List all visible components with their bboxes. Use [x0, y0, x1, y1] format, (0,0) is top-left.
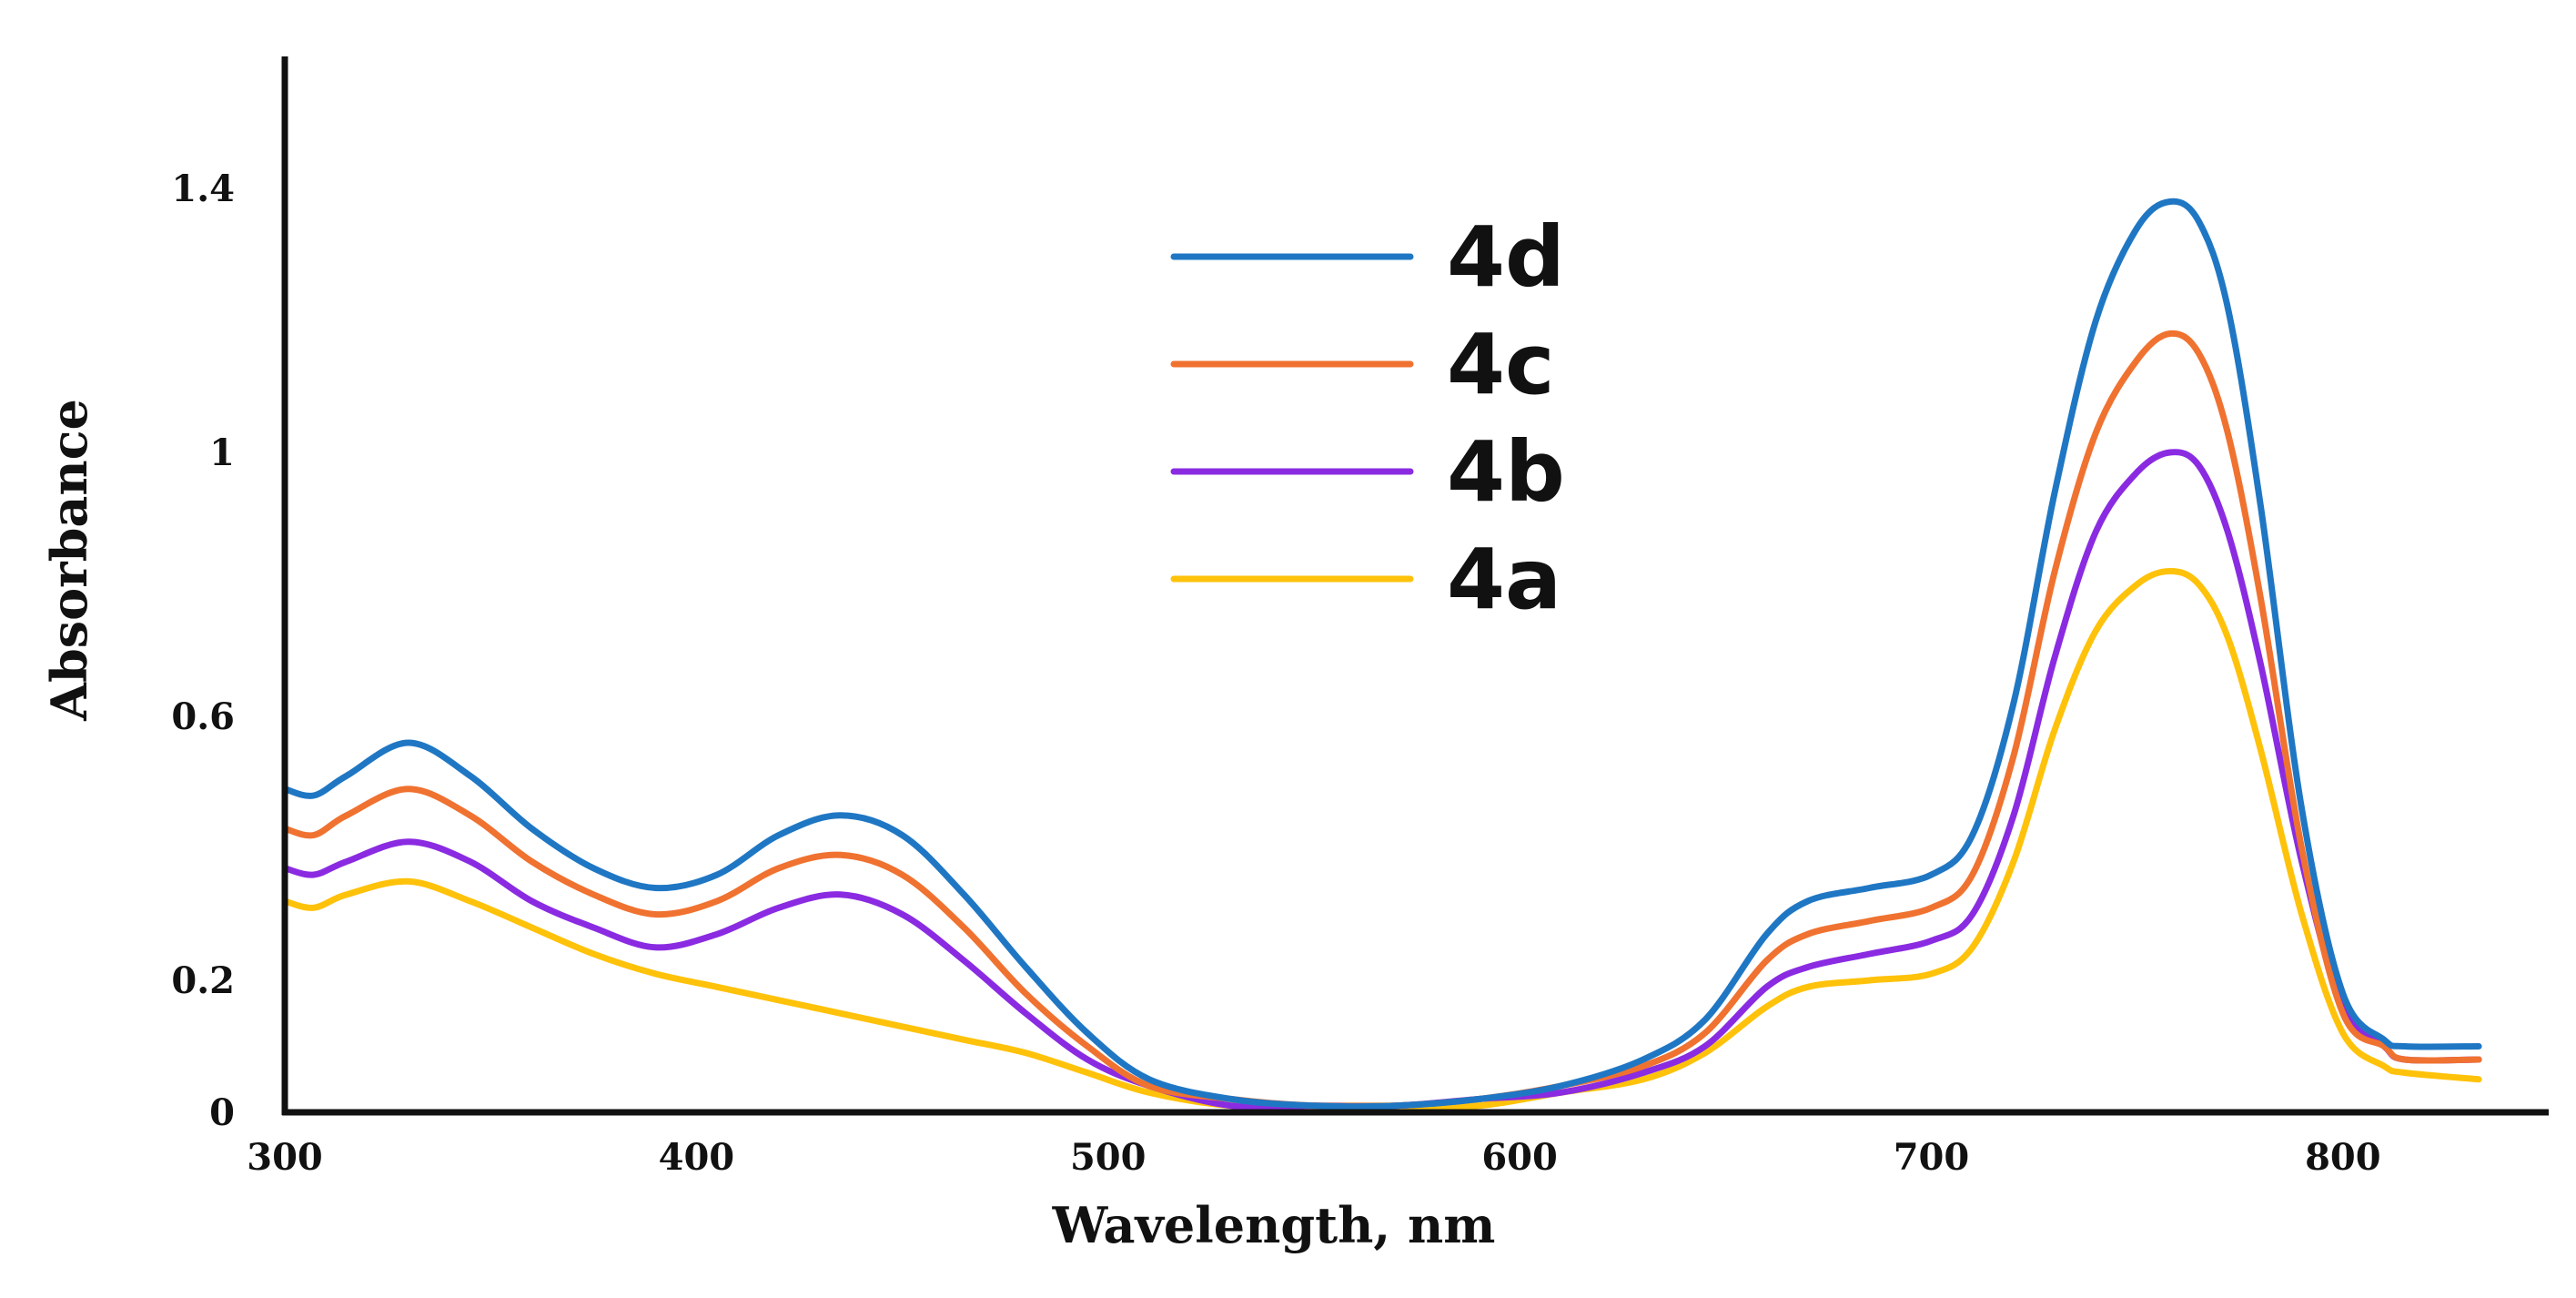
x-tick-label: 700 — [1894, 1136, 1970, 1179]
y-axis-title: Absorbance — [40, 399, 98, 722]
legend-label-4b: 4b — [1447, 423, 1565, 521]
y-tick-label: 0.6 — [171, 695, 235, 738]
y-tick-label: 1 — [209, 431, 235, 474]
x-tick-label: 500 — [1070, 1136, 1147, 1179]
y-tick-label: 0 — [209, 1091, 235, 1134]
legend-label-4a: 4a — [1447, 531, 1561, 628]
legend: 4d 4c 4b 4a — [1170, 208, 1565, 628]
series-layer — [281, 198, 2482, 1110]
x-tick-label: 600 — [1481, 1136, 1558, 1179]
legend-label-4d: 4d — [1447, 208, 1565, 306]
series-line-4a — [281, 568, 2482, 1110]
series-line-4c — [281, 330, 2482, 1110]
y-tick-label: 1.4 — [171, 167, 235, 210]
series-line-4b — [281, 449, 2482, 1110]
axes-layer — [281, 56, 2549, 1116]
x-tick-label: 800 — [2305, 1136, 2381, 1179]
x-tick-label: 400 — [659, 1136, 735, 1179]
series-line-4d — [281, 198, 2482, 1110]
x-axis-title: Wavelength, nm — [1052, 1196, 1496, 1254]
x-tick-label: 300 — [247, 1136, 323, 1179]
legend-label-4c: 4c — [1447, 316, 1555, 413]
y-tick-label: 0.2 — [171, 959, 235, 1002]
ticks-layer: 300 400 500 600 700 800 0 0.2 0.6 1 1.4 — [171, 167, 2380, 1179]
